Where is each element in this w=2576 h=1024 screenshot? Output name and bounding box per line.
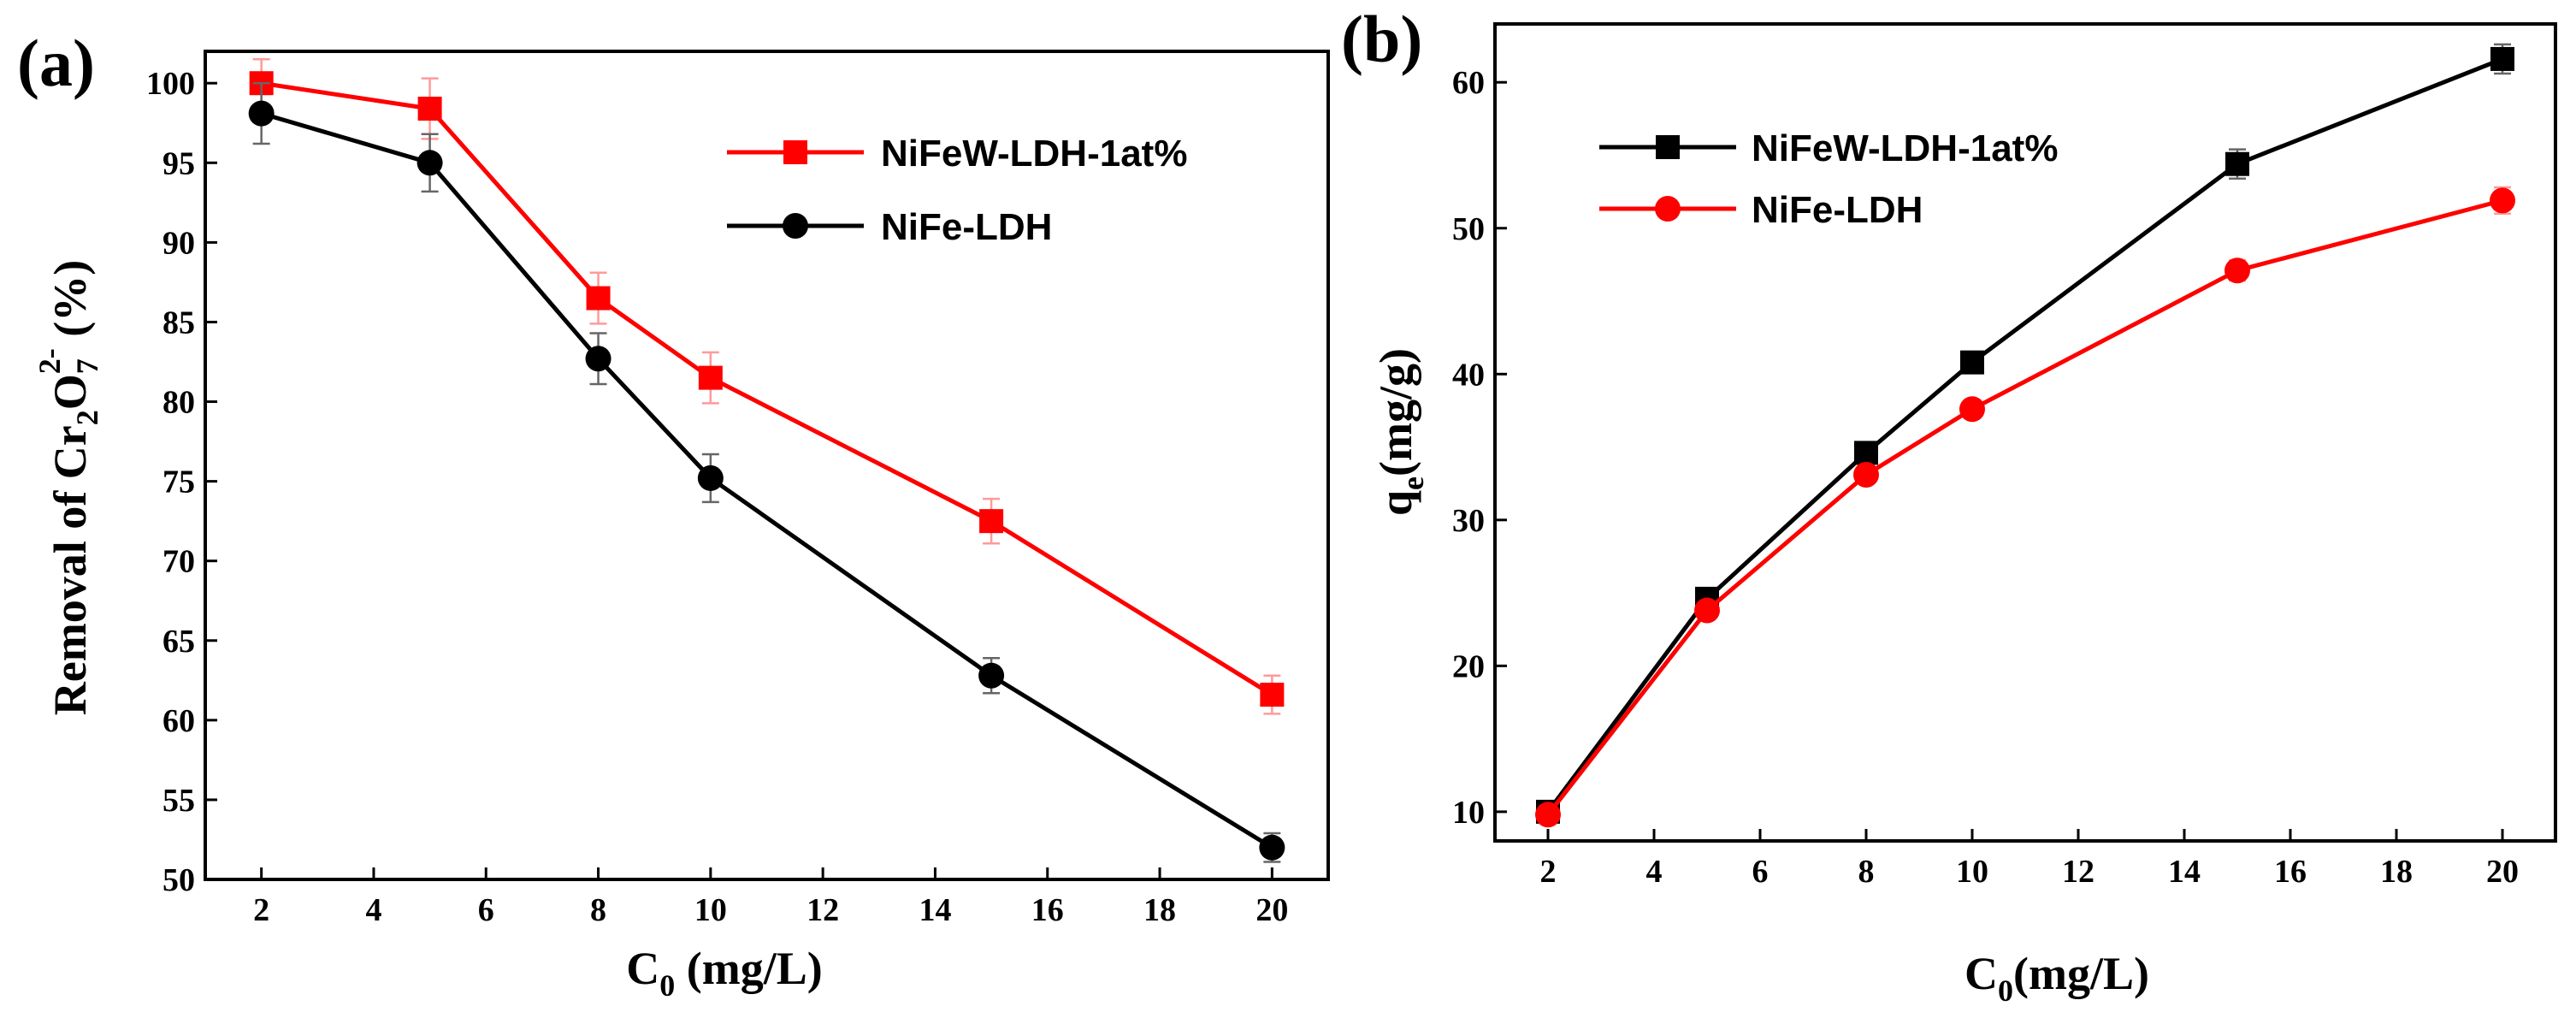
panel-a-x-tick-label: 4 (365, 892, 381, 928)
panel-a-y-tick-label: 55 (162, 783, 195, 819)
panel-a-data-point-square (979, 509, 1004, 534)
panel-b-y-tick-label: 50 (1452, 211, 1485, 247)
panel-b-ticks: 2 4 6 8 10 12 14 16 18 20 10 20 30 40 50 60 (1452, 65, 2519, 890)
panel-a-data-point-square (1260, 683, 1285, 707)
panel-b-x-tick-label: 4 (1646, 854, 1663, 890)
panel-a-y-tick-label: 70 (162, 544, 195, 580)
panel-a-legend-entry-2: NiFe-LDH (727, 206, 1052, 248)
panel-a-legend: NiFeW-LDH-1at% NiFe-LDH (727, 133, 1187, 248)
panel-a-data-point-circle (585, 346, 612, 372)
panel-a-data-point-circle (417, 150, 443, 176)
panel-b-data-point-square (1854, 441, 1878, 465)
panel-b-x-tick-label: 10 (1956, 854, 1988, 890)
panel-a-chart: (a) Removal of Cr2O72- (%) C0 (mg/L) 2 4 6… (17, 26, 1330, 1003)
panel-b-data-point-circle (1694, 597, 1720, 624)
panel-b-legend-square-marker (1656, 135, 1680, 159)
panel-b-x-tick-label: 12 (2062, 854, 2094, 890)
panel-b-series-2-line (1546, 198, 2503, 816)
panel-b-x-tick-label: 16 (2274, 854, 2307, 890)
panel-b-label: (b) (1341, 2, 1422, 76)
panel-a-y-tick-label: 75 (162, 465, 195, 500)
panel-b-data-point-circle (1959, 396, 1985, 423)
panel-b-frame (1493, 22, 2557, 843)
panel-b-y-tick-label: 40 (1452, 357, 1485, 393)
panel-a-y-tick-label: 90 (162, 225, 195, 261)
panel-a-data-point-square (417, 97, 442, 121)
panel-b-data-point-square (2490, 46, 2514, 71)
panel-b-x-tick-label: 18 (2380, 854, 2413, 890)
panel-a-y-tick-label: 85 (162, 305, 195, 340)
panel-a-y-tick-label: 95 (162, 145, 195, 181)
panel-a-label: (a) (17, 26, 95, 100)
panel-a-x-tick-label: 6 (478, 892, 494, 928)
panel-b-x-tick-label: 2 (1540, 854, 1557, 890)
panel-a-x-tick-label: 8 (590, 892, 606, 928)
panel-a-series-2-line (260, 111, 1273, 849)
panel-a-data-point-circle (978, 662, 1005, 689)
panel-a-x-tick-label: 20 (1256, 892, 1288, 928)
panel-b-legend-text-2: NiFe-LDH (1752, 189, 1923, 231)
panel-a-data-point-square (698, 365, 723, 390)
panel-a-x-tick-label: 10 (694, 892, 727, 928)
panel-a-data-point-circle (1259, 834, 1285, 861)
panel-a-x-tick-label: 16 (1031, 892, 1064, 928)
panel-a-x-axis-label: C0 (mg/L) (626, 943, 822, 1003)
panel-b-y-tick-label: 30 (1452, 503, 1485, 539)
panel-b-series-1-line (1545, 56, 2503, 814)
panel-b-legend-text-1: NiFeW-LDH-1at% (1752, 127, 2058, 169)
panel-b-y-axis-label: qe(mg/g) (1370, 348, 1430, 516)
panel-a-series-2 (248, 81, 1285, 863)
panel-a-legend-square-marker (783, 140, 807, 164)
panel-a-y-tick-label: 60 (162, 703, 195, 739)
panel-b-x-tick-label: 6 (1752, 854, 1769, 890)
panel-a-y-tick-label: 65 (162, 624, 195, 660)
panel-b-legend: NiFeW-LDH-1at% NiFe-LDH (1599, 127, 2058, 231)
panel-b-x-axis-label: C0(mg/L) (1964, 948, 2149, 1008)
panel-a-x-tick-label: 12 (806, 892, 839, 928)
panel-a-y-tick-label: 80 (162, 385, 195, 421)
panel-a-x-tick-label: 2 (253, 892, 269, 928)
panel-a-legend-text-2: NiFe-LDH (881, 206, 1052, 248)
panel-a-y-tick-label: 50 (162, 862, 195, 898)
panel-b-data-point-circle (1535, 802, 1561, 828)
panel-b-data-point-square (1960, 350, 1984, 375)
panel-b-series-2 (1535, 186, 2515, 828)
panel-b-y-tick-label: 60 (1452, 65, 1485, 101)
panel-b-data-point-circle (1853, 461, 1879, 488)
panel-a-frame (204, 50, 1330, 881)
panel-a-data-point-square (586, 286, 611, 311)
panel-b-data-point-square (2225, 151, 2249, 176)
panel-b-x-tick-label: 14 (2168, 854, 2201, 890)
panel-b-data-point-circle (2490, 187, 2515, 214)
panel-b-chart: (b) qe(mg/g) C0(mg/L) 2 4 6 8 10 12 14 16 18 20 10… (1341, 2, 2557, 1008)
panel-a-series (248, 58, 1285, 863)
panel-b-y-tick-label: 20 (1452, 648, 1485, 684)
panel-a-legend-entry-1: NiFeW-LDH-1at% (727, 133, 1187, 175)
panel-a-data-point-circle (248, 100, 275, 127)
panel-a-y-axis-label: Removal of Cr2O72- (%) (32, 260, 104, 715)
panel-b-legend-entry-2: NiFe-LDH (1599, 189, 1923, 231)
panel-a-legend-text-1: NiFeW-LDH-1at% (881, 133, 1187, 175)
panel-b-x-tick-label: 8 (1858, 854, 1875, 890)
panel-b-legend-circle-marker (1655, 196, 1681, 222)
panel-b-series (1535, 43, 2515, 828)
panel-a-x-tick-label: 14 (919, 892, 951, 928)
panel-a-legend-circle-marker (783, 213, 808, 239)
panel-b-data-point-circle (2224, 257, 2250, 284)
panel-a-series-1-line (261, 80, 1273, 697)
panel-a-ticks: 2 4 6 8 10 12 14 16 18 20 50 55 60 65 70 75 80 85 90 95 100 (146, 66, 1288, 928)
panel-b-legend-entry-1: NiFeW-LDH-1at% (1599, 127, 2058, 169)
panel-a-x-tick-label: 18 (1143, 892, 1176, 928)
panel-a-y-tick-label: 100 (146, 66, 195, 102)
panel-b-y-tick-label: 10 (1452, 795, 1485, 831)
panel-a-data-point-circle (697, 465, 724, 491)
panel-b-x-tick-label: 20 (2486, 854, 2519, 890)
